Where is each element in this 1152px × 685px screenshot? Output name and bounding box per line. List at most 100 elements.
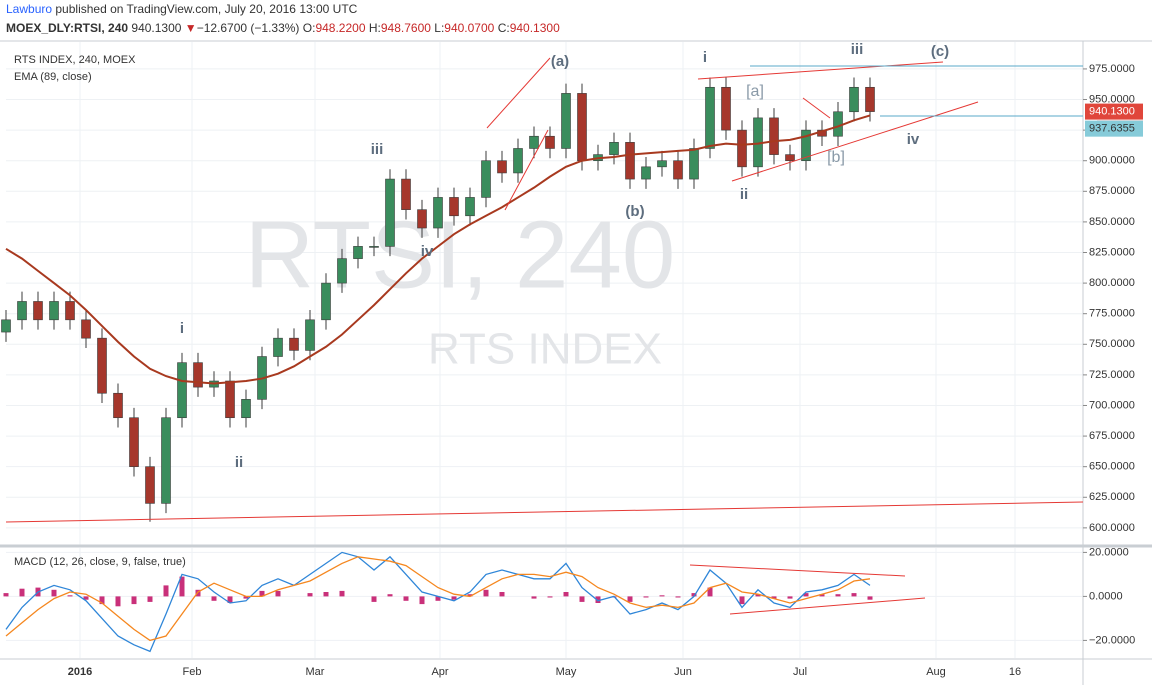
candle-body (273, 337, 283, 357)
candle-body (113, 392, 123, 419)
candle-body (769, 117, 779, 155)
h-label: H: (369, 21, 381, 35)
histogram-bar (83, 596, 89, 600)
candle-body (785, 154, 795, 162)
pane-title: RTS INDEX, 240, MOEX (14, 54, 136, 66)
author[interactable]: Lawburo (6, 2, 52, 16)
histogram-bar (131, 596, 137, 605)
candle-body (497, 160, 507, 174)
histogram-bar (259, 590, 265, 597)
x-tick-label: Apr (431, 666, 448, 678)
histogram-bar (467, 594, 473, 597)
histogram-bar (307, 593, 313, 597)
candle-body (305, 319, 315, 351)
histogram-bar (115, 596, 121, 607)
trendline (689, 564, 906, 577)
histogram-bar (99, 596, 105, 605)
candle-body (449, 197, 459, 217)
ema-badge-label: 937.6355 (1089, 123, 1135, 135)
candle-body (145, 466, 155, 504)
symbol: MOEX_DLY:RTSI, 240 (6, 21, 128, 35)
o-label: O: (303, 21, 316, 35)
candle-body (641, 166, 651, 180)
candle-body (177, 362, 187, 419)
candle-body (369, 246, 379, 248)
candle-body (705, 86, 715, 149)
trendline (486, 57, 551, 129)
candle-body (17, 301, 27, 321)
y-tick-label: 0.0000 (1089, 590, 1123, 602)
histogram-bar (163, 585, 169, 597)
c-value: 940.1300 (510, 21, 560, 35)
histogram-bar (483, 589, 489, 597)
histogram-bar (179, 576, 185, 597)
candle-body (337, 258, 347, 284)
y-tick-label: 650.0000 (1089, 461, 1135, 473)
histogram-bar (579, 596, 585, 602)
histogram-bar (547, 596, 553, 598)
histogram-bar (691, 593, 697, 597)
wave-label: iii (371, 141, 384, 158)
trendline (697, 61, 944, 80)
candle-body (625, 142, 635, 180)
candle-body (737, 129, 747, 168)
candle-body (241, 399, 251, 419)
trendline (731, 101, 979, 182)
y-tick-label: 20.0000 (1089, 546, 1129, 558)
histogram-bar (243, 596, 249, 599)
histogram-bar (451, 596, 457, 600)
y-tick-label: 625.0000 (1089, 491, 1135, 503)
c-label: C: (498, 21, 510, 35)
candle-body (577, 93, 587, 162)
histogram-bar (67, 595, 73, 597)
y-tick-label: 950.0000 (1089, 93, 1135, 105)
candle-body (65, 301, 75, 321)
macd-line (5, 556, 871, 642)
candle-body (561, 93, 571, 149)
x-tick-label: Jul (793, 666, 807, 678)
candle-body (193, 362, 203, 388)
candle-body (97, 337, 107, 394)
h-value: 948.7600 (381, 21, 431, 35)
histogram-bar (3, 593, 9, 597)
y-tick-label: 825.0000 (1089, 246, 1135, 258)
histogram-bar (531, 596, 537, 599)
y-tick-label: 875.0000 (1089, 185, 1135, 197)
candle-body (513, 148, 523, 174)
wave-label: iii (851, 41, 864, 58)
trendline (729, 597, 926, 615)
wave-label: (b) (625, 203, 644, 220)
candle-body (689, 148, 699, 180)
wave-label: i (180, 320, 184, 337)
candle-body (385, 178, 395, 247)
histogram-bar (19, 588, 25, 597)
wave-label: iv (421, 243, 434, 260)
y-tick-label: −20.0000 (1089, 634, 1135, 646)
candle-body (321, 282, 331, 321)
candle-body (833, 111, 843, 137)
price-badge (1085, 103, 1143, 120)
histogram-bar (867, 596, 873, 600)
plot: 2016 Feb Mar Apr May Jun Jul Aug 16 600.0000 625.0… (1, 41, 1143, 678)
wave-label: [a] (746, 83, 764, 100)
l-value: 940.0700 (444, 21, 494, 35)
y-tick-label: 725.0000 (1089, 369, 1135, 381)
y-tick-label: 975.0000 (1089, 63, 1135, 75)
watermark-sub: RTS INDEX (428, 325, 662, 374)
histogram-bar (627, 596, 633, 602)
histogram-bar (675, 596, 681, 598)
candle-body (545, 135, 555, 149)
wave-label: [b] (827, 149, 845, 166)
histogram-bar (755, 594, 761, 597)
y-tick-label: 900.0000 (1089, 155, 1135, 167)
histogram-bar (499, 592, 505, 597)
histogram-bar (851, 593, 857, 597)
histogram-bar (371, 596, 377, 602)
wave-label: ii (235, 454, 243, 471)
candle-body (33, 301, 43, 321)
candle-body (481, 160, 491, 198)
price-badge-label: 940.1300 (1089, 106, 1135, 118)
histogram-bar (771, 596, 777, 599)
watermark: RTSI, 240 (245, 201, 675, 308)
histogram-bar (403, 596, 409, 601)
